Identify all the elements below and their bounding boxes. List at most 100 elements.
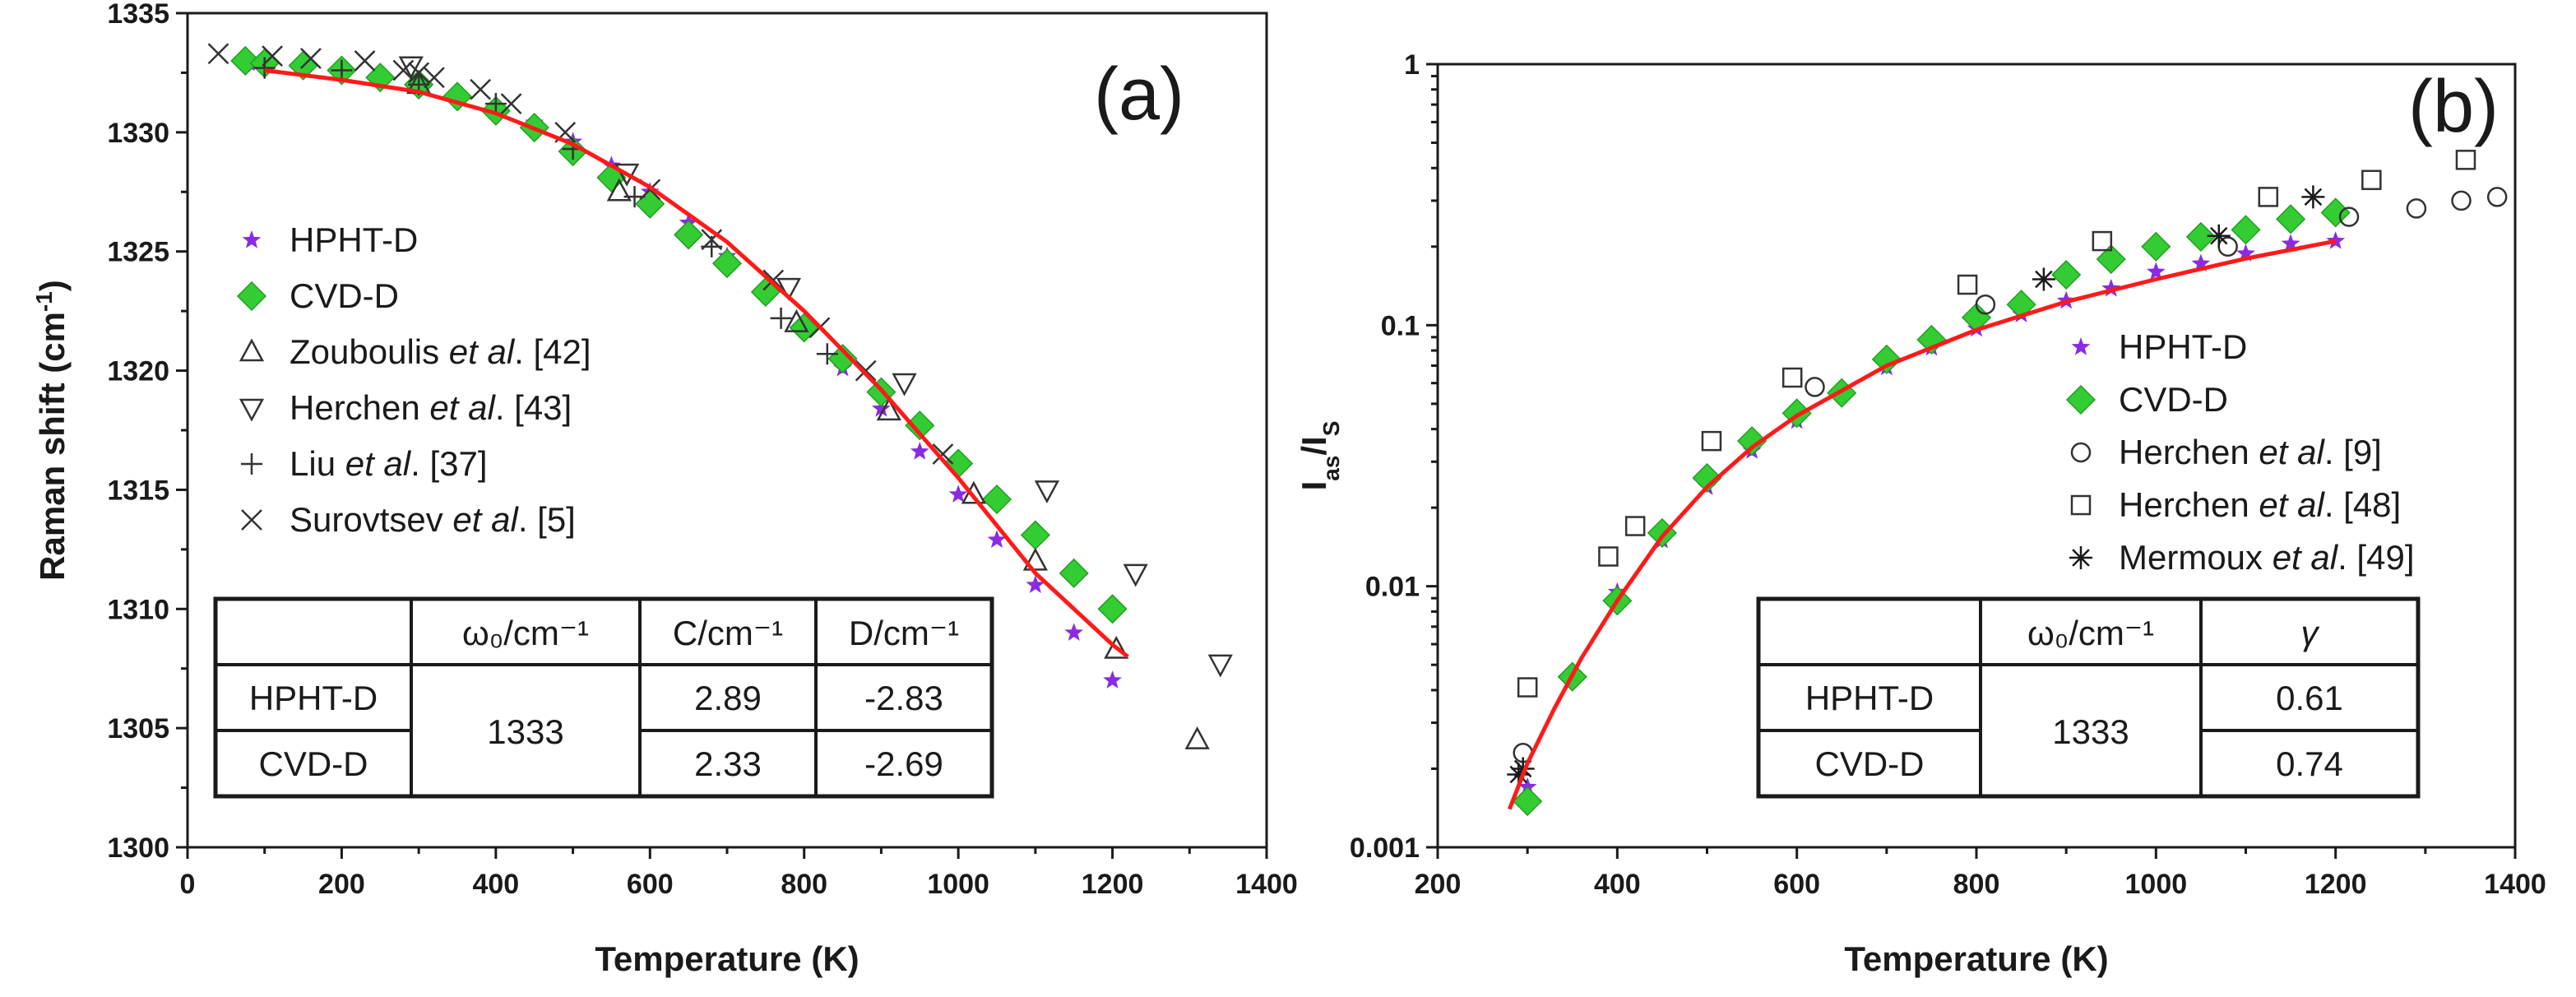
legend-marker bbox=[2071, 337, 2091, 355]
table-cell-gamma: 0.74 bbox=[2276, 744, 2343, 783]
x-tick-label: 600 bbox=[1773, 869, 1820, 900]
y-tick-label: 0.001 bbox=[1350, 832, 1420, 864]
x-tick-label: 200 bbox=[1415, 869, 1462, 900]
legend-entry: CVD-D bbox=[2065, 380, 2228, 419]
data-point bbox=[2141, 231, 2171, 262]
x-tick-label: 600 bbox=[627, 869, 674, 900]
data-point bbox=[2185, 221, 2216, 252]
data-point bbox=[987, 530, 1007, 548]
data-point bbox=[1916, 324, 1947, 355]
legend-marker bbox=[239, 398, 265, 422]
data-point bbox=[207, 43, 229, 65]
legend-entry: Zouboulis et al. [42] bbox=[239, 332, 591, 371]
legend-label: HPHT-D bbox=[290, 220, 418, 259]
data-point bbox=[981, 484, 1012, 515]
panel-b-y-axis-title: Ias/IS bbox=[1295, 421, 1344, 491]
data-point bbox=[1701, 430, 1722, 452]
data-point bbox=[2146, 262, 2166, 281]
table-cell-d: -2.83 bbox=[864, 679, 943, 717]
data-point bbox=[2320, 197, 2351, 228]
table-header-gamma: γ bbox=[2301, 614, 2320, 652]
data-point bbox=[424, 67, 445, 89]
data-point bbox=[500, 93, 522, 114]
panel-a-x-axis-title: Temperature (K) bbox=[595, 939, 859, 978]
legend-label: Liu et al. [37] bbox=[290, 444, 488, 483]
x-tick-label: 1000 bbox=[927, 869, 989, 900]
legend-label: Herchen et al. [48] bbox=[2119, 485, 2401, 524]
data-point bbox=[1513, 786, 1543, 817]
data-point bbox=[2207, 224, 2231, 248]
data-point bbox=[1103, 670, 1122, 689]
table-cell-gamma: 0.61 bbox=[2276, 679, 2343, 717]
data-point bbox=[1692, 462, 1722, 494]
data-point bbox=[1026, 575, 1045, 593]
data-point bbox=[1207, 654, 1233, 678]
data-point bbox=[2301, 185, 2325, 209]
data-point bbox=[300, 48, 322, 69]
data-point bbox=[2217, 236, 2238, 257]
data-point bbox=[2092, 230, 2113, 252]
data-point bbox=[606, 178, 632, 202]
data-point bbox=[910, 442, 929, 460]
legend-entry: HPHT-D bbox=[242, 220, 418, 259]
data-point bbox=[932, 443, 954, 465]
legend-label: Mermoux et al. [49] bbox=[2119, 538, 2415, 577]
table-cell-c: 2.89 bbox=[694, 679, 762, 717]
data-point bbox=[2455, 150, 2476, 170]
panel-b-legend: HPHT-D CVD-D Herchen et al. [9] Herchen et … bbox=[2065, 327, 2415, 577]
panel-b-parameters-table: ω₀/cm⁻¹ γ HPHT-D CVD-D 1333 0.61 0.74 bbox=[1756, 596, 2421, 799]
legend-marker bbox=[241, 453, 262, 475]
legend-label: CVD-D bbox=[290, 276, 399, 315]
legend-marker bbox=[241, 509, 262, 531]
data-point bbox=[876, 397, 901, 421]
panel-b-table-border bbox=[1756, 596, 2421, 799]
legend-entry: Surovtsev et al. [5] bbox=[241, 500, 576, 539]
table-cell-sample: CVD-D bbox=[1815, 744, 1925, 783]
data-point bbox=[1511, 757, 1535, 781]
data-point bbox=[2236, 243, 2255, 262]
panel-b-x-ticks: 200 400 600 800 1000 1200 1400 bbox=[1415, 847, 2546, 900]
data-point bbox=[1598, 546, 1619, 567]
data-point bbox=[1957, 274, 1978, 295]
legend-entry: Herchen et al. [9] bbox=[2070, 433, 2382, 471]
y-tick-label: 0.01 bbox=[1365, 572, 1420, 603]
table-cell-c: 2.33 bbox=[694, 744, 762, 783]
panel-a: 0 200 400 600 800 1000 1200 1400 13001305131013… bbox=[31, 0, 1298, 978]
panel-b-y-ticks: 0.001 0.01 0.1 1 bbox=[1350, 49, 1438, 864]
data-point bbox=[2276, 204, 2306, 234]
data-point bbox=[1097, 594, 1128, 624]
legend-entry: Mermoux et al. [49] bbox=[2069, 538, 2415, 577]
data-point bbox=[674, 220, 704, 250]
y-tick-label: 1305 bbox=[107, 713, 169, 744]
y-tick-label: 1320 bbox=[107, 356, 169, 387]
y-tick-label: 1310 bbox=[107, 594, 169, 625]
y-tick-label: 1325 bbox=[107, 237, 169, 268]
legend-marker bbox=[2070, 442, 2092, 463]
data-point bbox=[1737, 426, 1768, 457]
table-header-d: D/cm⁻¹ bbox=[849, 614, 959, 652]
panel-a-fit-curve bbox=[264, 68, 1129, 659]
data-point bbox=[484, 93, 507, 115]
panel-a-label: (a) bbox=[1094, 53, 1184, 136]
data-point bbox=[253, 57, 276, 79]
legend-entry: Herchen et al. [43] bbox=[239, 388, 572, 427]
data-point bbox=[2326, 231, 2346, 249]
data-point bbox=[1517, 777, 1537, 795]
table-cell-d: -2.69 bbox=[864, 744, 943, 783]
panel-b-label: (b) bbox=[2408, 66, 2499, 148]
data-point bbox=[2338, 206, 2360, 227]
data-point bbox=[1805, 377, 1825, 397]
legend-marker bbox=[239, 338, 265, 362]
x-tick-label: 0 bbox=[180, 869, 196, 900]
legend-entry: CVD-D bbox=[236, 276, 399, 315]
data-point bbox=[1184, 726, 1210, 749]
data-point bbox=[892, 373, 917, 396]
legend-marker bbox=[242, 230, 262, 248]
data-point bbox=[2281, 234, 2300, 253]
data-point bbox=[1517, 677, 1538, 698]
legend-entry: Herchen et al. [48] bbox=[2070, 485, 2401, 524]
table-cell-sample: HPHT-D bbox=[249, 679, 378, 717]
legend-label: Herchen et al. [9] bbox=[2119, 433, 2382, 471]
table-cell-sample: CVD-D bbox=[259, 744, 368, 783]
